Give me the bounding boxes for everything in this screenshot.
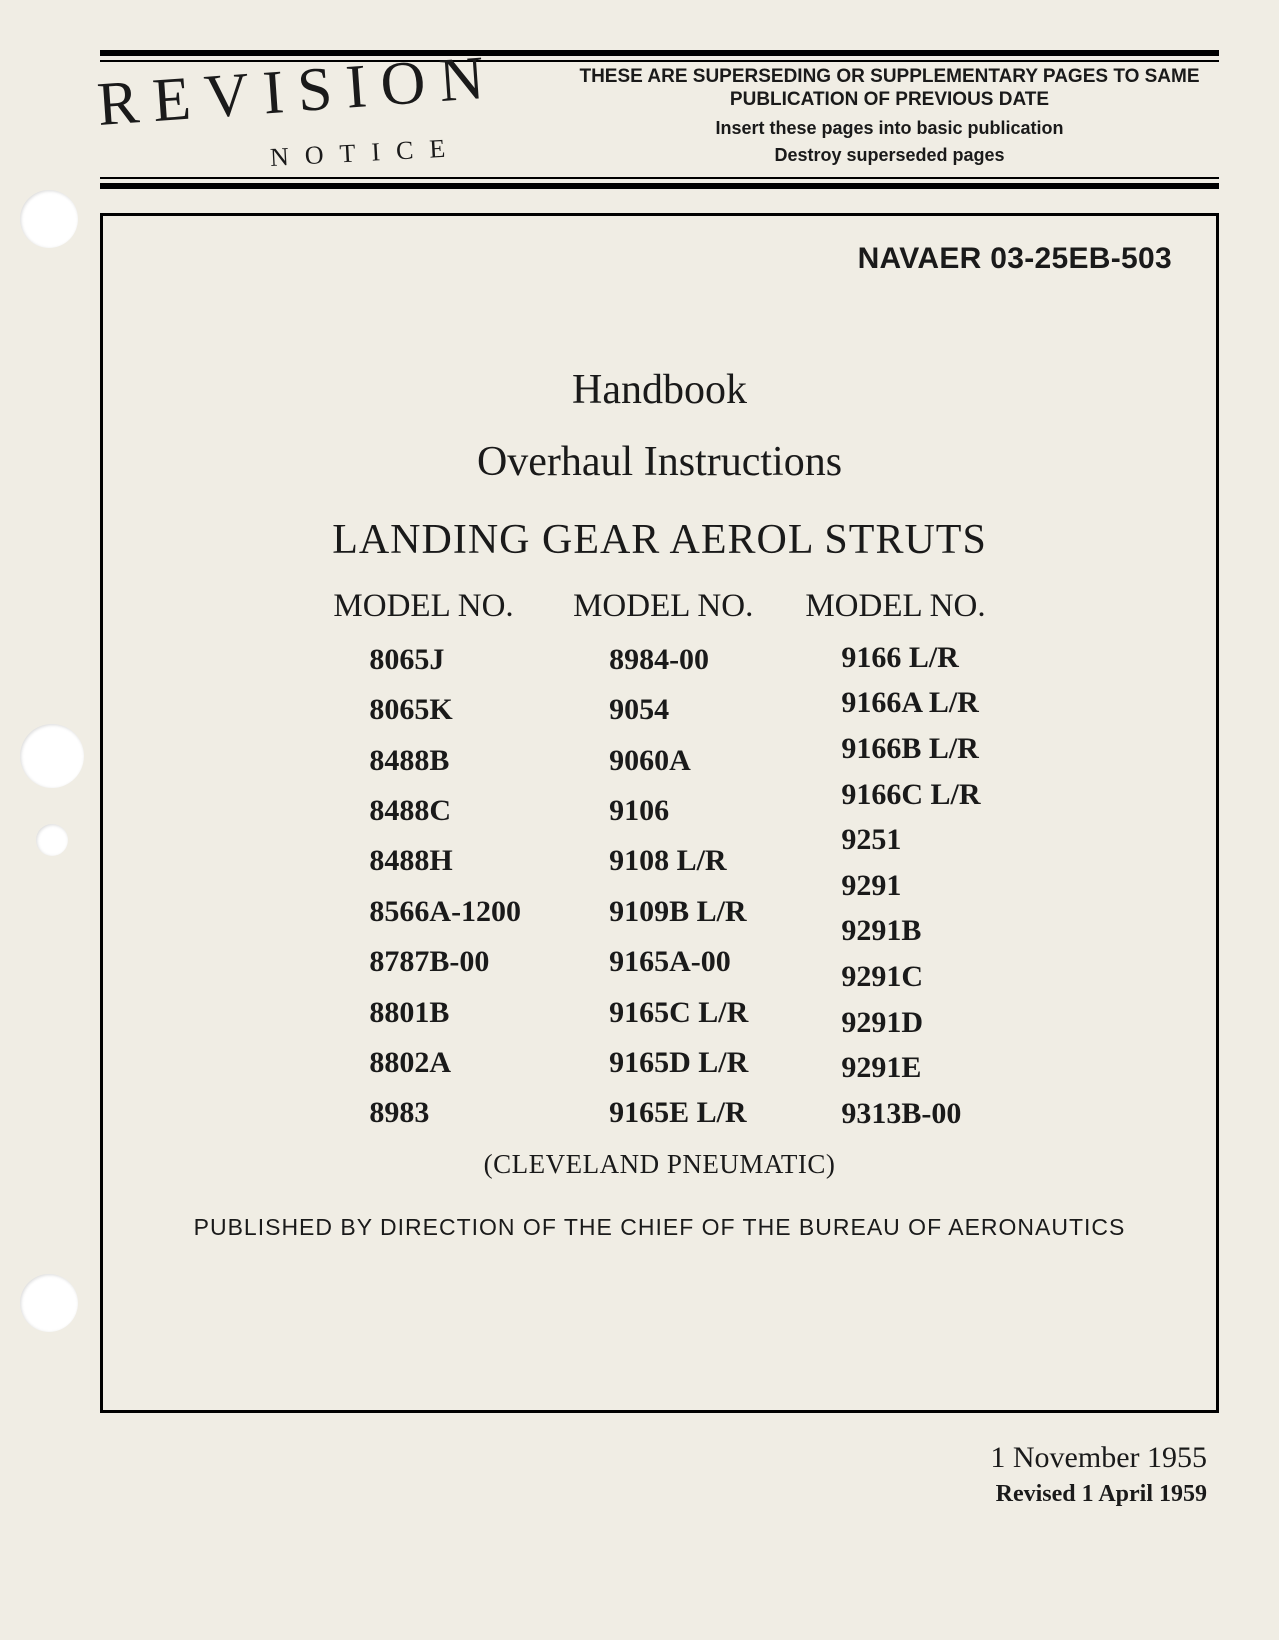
model-number: 9166A L/R	[805, 680, 985, 726]
published-by: PUBLISHED BY DIRECTION OF THE CHIEF OF T…	[147, 1214, 1172, 1241]
model-number: 8984-00	[573, 635, 753, 685]
header: REVISION NOTICE THESE ARE SUPERSEDING OR…	[100, 60, 1219, 175]
rule	[100, 183, 1219, 189]
punch-hole	[20, 190, 78, 248]
model-number: 8488H	[333, 836, 521, 886]
manufacturer: (CLEVELAND PNEUMATIC)	[147, 1149, 1172, 1180]
model-number: 8801B	[333, 988, 521, 1038]
model-number: 9291B	[805, 908, 985, 954]
model-list-2: 8984-0090549060A91069108 L/R9109B L/R916…	[573, 635, 753, 1139]
model-header: MODEL NO.	[805, 588, 985, 625]
model-col-1: MODEL NO. 8065J8065K8488B8488C8488H8566A…	[333, 588, 521, 1139]
model-number: 9165E L/R	[573, 1088, 753, 1138]
revision-stamp: REVISION NOTICE	[100, 50, 560, 170]
model-col-3: MODEL NO. 9166 L/R9166A L/R9166B L/R9166…	[805, 588, 985, 1139]
dates: 1 November 1955 Revised 1 April 1959	[100, 1441, 1219, 1508]
supersede-sub1: Insert these pages into basic publicatio…	[568, 118, 1211, 140]
model-number: 9054	[573, 685, 753, 735]
supersede-main: THESE ARE SUPERSEDING OR SUPPLEMENTARY P…	[568, 66, 1211, 112]
date-revised: Revised 1 April 1959	[100, 1481, 1207, 1508]
model-number: 8065K	[333, 685, 521, 735]
page: REVISION NOTICE THESE ARE SUPERSEDING OR…	[0, 0, 1279, 1640]
model-number: 9291C	[805, 954, 985, 1000]
supersede-notice: THESE ARE SUPERSEDING OR SUPPLEMENTARY P…	[560, 60, 1219, 175]
model-number: 9291E	[805, 1045, 985, 1091]
title-handbook: Handbook	[147, 366, 1172, 414]
model-number: 9109B L/R	[573, 887, 753, 937]
model-number: 9166 L/R	[805, 635, 985, 681]
model-number: 9060A	[573, 736, 753, 786]
supersede-sub2: Destroy superseded pages	[568, 145, 1211, 167]
document-id: NAVAER 03-25EB-503	[147, 242, 1172, 276]
model-number: 9313B-00	[805, 1091, 985, 1137]
punch-hole	[36, 824, 68, 856]
model-list-1: 8065J8065K8488B8488C8488H8566A-12008787B…	[333, 635, 521, 1139]
model-col-2: MODEL NO. 8984-0090549060A91069108 L/R91…	[573, 588, 753, 1139]
title-overhaul: Overhaul Instructions	[147, 438, 1172, 486]
rule	[100, 177, 1219, 179]
model-number: 9106	[573, 786, 753, 836]
model-number: 9165A-00	[573, 937, 753, 987]
punch-hole	[20, 1274, 78, 1332]
model-number: 8802A	[333, 1038, 521, 1088]
model-number: 8488B	[333, 736, 521, 786]
model-number: 9166C L/R	[805, 772, 985, 818]
notice-text: NOTICE	[269, 133, 462, 173]
model-number: 8787B-00	[333, 937, 521, 987]
model-number: 9165D L/R	[573, 1038, 753, 1088]
model-number: 9251	[805, 817, 985, 863]
punch-hole	[20, 724, 84, 788]
model-number: 9291D	[805, 1000, 985, 1046]
model-number: 8983	[333, 1088, 521, 1138]
model-list-3: 9166 L/R9166A L/R9166B L/R9166C L/R92519…	[805, 635, 985, 1137]
model-number: 8566A-1200	[333, 887, 521, 937]
model-header: MODEL NO.	[333, 588, 521, 625]
model-number: 8065J	[333, 635, 521, 685]
revision-text: REVISION	[95, 42, 500, 141]
model-number: 9291	[805, 863, 985, 909]
model-columns: MODEL NO. 8065J8065K8488B8488C8488H8566A…	[147, 588, 1172, 1139]
title-frame: NAVAER 03-25EB-503 Handbook Overhaul Ins…	[100, 213, 1219, 1413]
model-number: 9165C L/R	[573, 988, 753, 1038]
model-number: 9166B L/R	[805, 726, 985, 772]
model-number: 9108 L/R	[573, 836, 753, 886]
model-number: 8488C	[333, 786, 521, 836]
title-landing-gear: LANDING GEAR AEROL STRUTS	[147, 516, 1172, 564]
model-header: MODEL NO.	[573, 588, 753, 625]
date-original: 1 November 1955	[100, 1441, 1207, 1475]
